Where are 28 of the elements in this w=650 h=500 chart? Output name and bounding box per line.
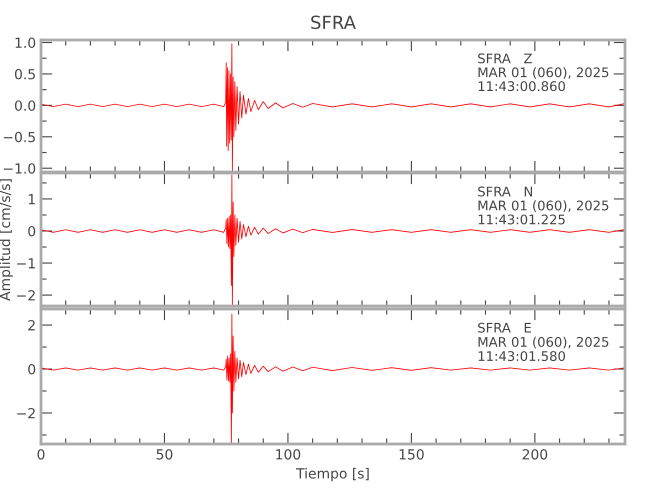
x-axis-title: Tiempo [s]	[296, 468, 369, 482]
annotation: MAR 01 (060), 2025	[478, 336, 608, 348]
y-tick-label: 2	[28, 320, 35, 330]
x-tick-label: 150	[400, 449, 424, 460]
x-tick-label: 100	[276, 449, 300, 460]
y-tick-label: −0.5	[4, 132, 35, 142]
annotation: SFRA N	[478, 186, 532, 197]
chart-title: SFRA	[311, 15, 356, 30]
annotation: MAR 01 (060), 2025	[478, 67, 608, 79]
y-tick-label: −2	[17, 408, 35, 418]
y-tick-label: 1	[28, 194, 35, 204]
y-tick-label: 0.5	[14, 68, 35, 80]
x-tick-label: 50	[156, 449, 172, 460]
annotation: SFRA Z	[478, 53, 532, 64]
y-tick-label: 0	[28, 364, 36, 374]
y-tick-label: −1.0	[4, 163, 36, 174]
y-tick-label: 1.0	[16, 37, 36, 48]
x-tick-label: 0	[37, 449, 44, 460]
annotation: SFRA E	[478, 322, 531, 333]
y-tick-label: 0	[28, 226, 36, 236]
annotation: 11:43:01.580	[478, 351, 566, 362]
y-tick-label: −2	[17, 290, 35, 300]
annotation: 11:43:01.225	[478, 214, 565, 224]
annotation: 11:43:00.860	[478, 81, 566, 92]
annotation: MAR 01 (060), 2025	[478, 200, 608, 212]
y-tick-label: −1	[17, 258, 35, 268]
y-tick-label: 0.0	[14, 100, 36, 111]
x-tick-label: 200	[522, 449, 548, 460]
